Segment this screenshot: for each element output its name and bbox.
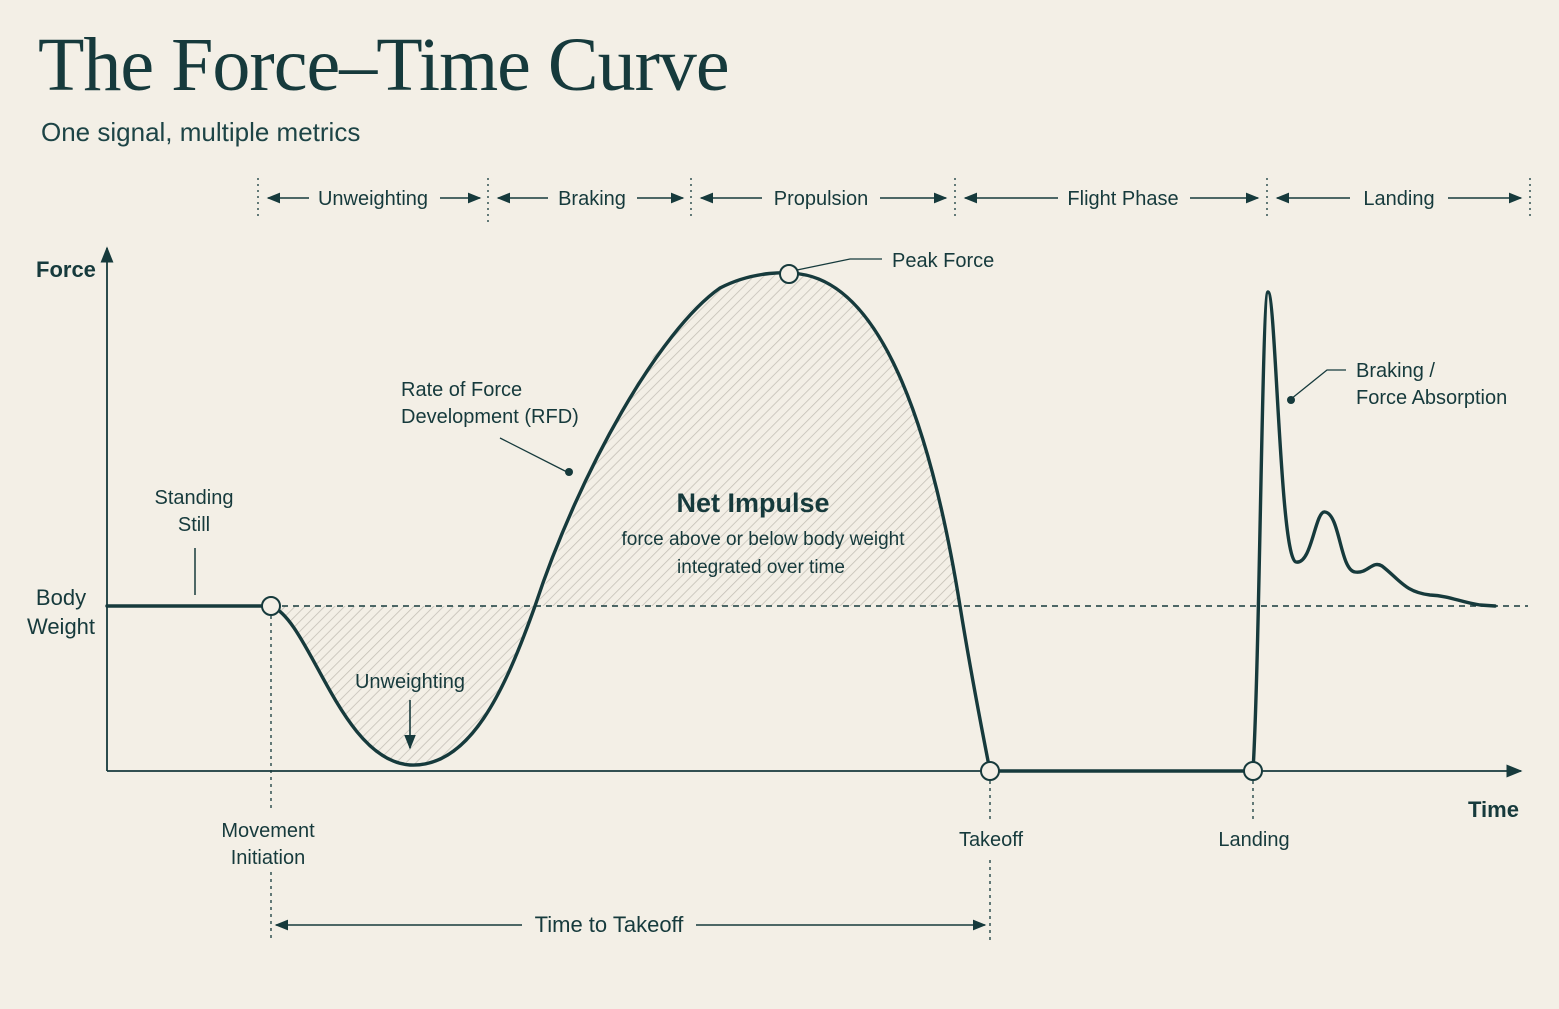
standing-still-label-line2: Still — [178, 514, 210, 536]
movement-initiation-label-line2: Initiation — [231, 847, 306, 869]
net-impulse-area — [520, 272, 960, 606]
time-to-takeoff-bracket: Time to Takeoff — [270, 860, 991, 942]
rfd-label-line2: Development (RFD) — [401, 406, 579, 428]
page-title: The Force–Time Curve — [38, 23, 730, 107]
peak-force-leader — [796, 258, 882, 271]
net-impulse-subtitle-line2: integrated over time — [677, 557, 845, 578]
movement-initiation-label-line1: Movement — [221, 820, 315, 842]
takeoff-marker — [980, 761, 1000, 781]
axes: Force Time — [36, 246, 1523, 822]
body-weight-label-line1: Body — [36, 585, 86, 610]
phase-header: Unweighting Braking Propulsion Flight Ph… — [257, 178, 1531, 226]
rfd-label-line1: Rate of Force — [401, 379, 522, 401]
braking-absorption-point — [1287, 396, 1295, 404]
takeoff-label: Takeoff — [959, 829, 1024, 851]
peak-force-label: Peak Force — [892, 250, 994, 272]
braking-absorption-label-line2: Force Absorption — [1356, 387, 1507, 409]
y-axis-label: Force — [36, 257, 96, 282]
unweighting-annotation-label: Unweighting — [355, 671, 465, 693]
phase-label-propulsion: Propulsion — [774, 188, 869, 210]
phase-label-landing: Landing — [1363, 188, 1434, 210]
phase-label-unweighting: Unweighting — [318, 188, 428, 210]
landing-marker — [1243, 761, 1263, 781]
phase-label-flight: Flight Phase — [1067, 188, 1178, 210]
landing-label: Landing — [1218, 829, 1289, 851]
rfd-point — [565, 468, 573, 476]
body-weight-label-line2: Weight — [27, 614, 95, 639]
unweighting-impulse-area — [271, 606, 535, 766]
movement-initiation-marker — [261, 596, 281, 616]
peak-force-marker — [779, 264, 799, 284]
x-axis-label: Time — [1468, 797, 1519, 822]
phase-label-braking: Braking — [558, 188, 626, 210]
braking-absorption-leader — [1290, 369, 1346, 400]
standing-still-label-line1: Standing — [155, 487, 234, 509]
page-subtitle: One signal, multiple metrics — [41, 117, 361, 147]
time-to-takeoff-label: Time to Takeoff — [535, 912, 685, 937]
rfd-leader — [499, 437, 568, 473]
braking-absorption-label-line1: Braking / — [1356, 360, 1435, 382]
net-impulse-title: Net Impulse — [676, 488, 829, 518]
force-curve — [105, 271, 1497, 773]
net-impulse-subtitle-line1: force above or below body weight — [621, 529, 905, 550]
